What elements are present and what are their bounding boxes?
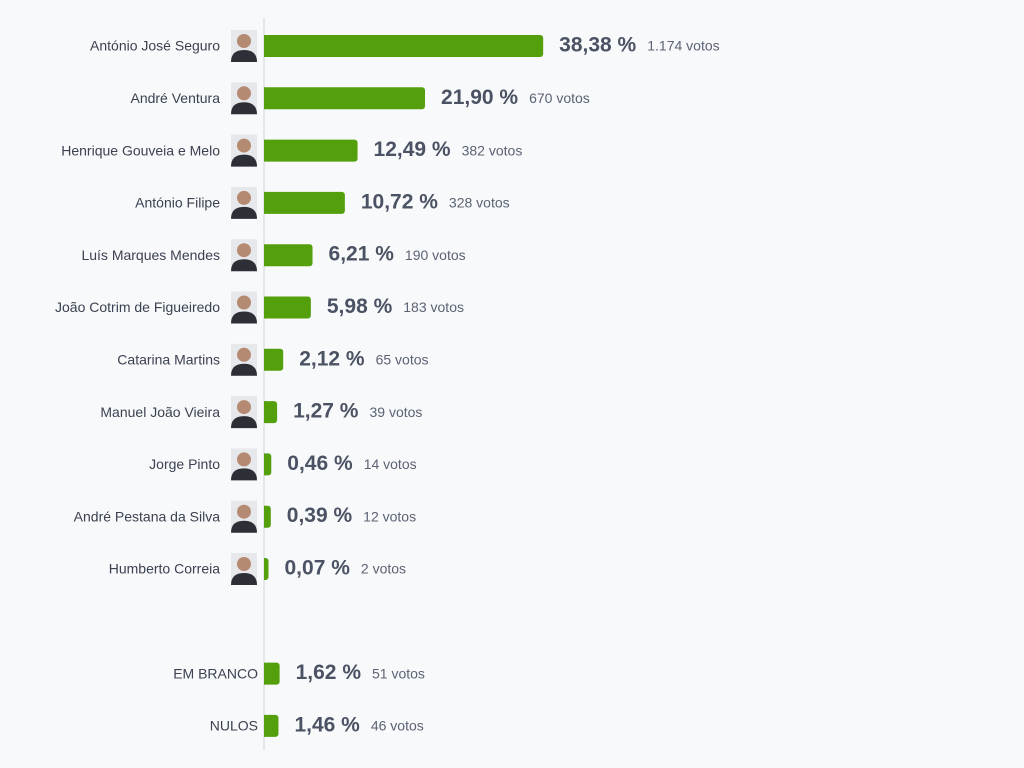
candidate-photo xyxy=(231,500,257,533)
votes-label: 39 votos xyxy=(369,404,422,420)
percent-label: 12,49 % xyxy=(374,138,451,161)
photo-head xyxy=(237,452,251,467)
bar xyxy=(264,714,279,737)
votes-label: 382 votos xyxy=(462,142,523,158)
percent-label: 5,98 % xyxy=(327,295,393,318)
photo-body xyxy=(231,416,257,429)
photo-body xyxy=(231,573,257,585)
photo-body xyxy=(231,520,257,533)
votes-label: 46 votos xyxy=(371,718,424,734)
category-label: António Filipe xyxy=(135,195,220,211)
candidate-photo xyxy=(231,343,257,376)
photo-head xyxy=(237,138,251,153)
category-label: Manuel João Vieira xyxy=(100,404,220,420)
photo-head xyxy=(237,34,251,48)
candidate-photo xyxy=(231,291,257,324)
photo-head xyxy=(237,504,251,519)
votes-label: 2 votos xyxy=(361,561,406,577)
photo-head xyxy=(237,190,251,205)
photo-head xyxy=(237,400,251,415)
category-label: EM BRANCO xyxy=(173,665,258,681)
candidate-photo xyxy=(231,186,257,219)
photo-body xyxy=(231,206,257,219)
category-label: João Cotrim de Figueiredo xyxy=(55,299,220,315)
bar xyxy=(264,191,345,214)
votes-label: 183 votos xyxy=(403,299,464,315)
votes-label: 670 votos xyxy=(529,90,590,106)
bar xyxy=(264,505,271,528)
percent-label: 1,62 % xyxy=(296,661,362,684)
candidate-photo xyxy=(231,396,257,429)
percent-label: 21,90 % xyxy=(441,86,518,109)
percent-label: 0,07 % xyxy=(285,557,351,580)
candidate-photo xyxy=(231,448,257,481)
category-label: NULOS xyxy=(210,718,258,734)
category-label: António José Seguro xyxy=(90,38,220,54)
percent-label: 38,38 % xyxy=(559,34,636,57)
votes-label: 51 votos xyxy=(372,665,425,681)
category-label: André Pestana da Silva xyxy=(74,508,221,524)
photo-body xyxy=(231,468,257,481)
candidate-photo xyxy=(231,553,257,585)
photo-body xyxy=(231,311,257,324)
bar xyxy=(264,348,284,371)
photo-head xyxy=(237,557,251,571)
photo-body xyxy=(231,363,257,376)
category-label: Jorge Pinto xyxy=(149,456,220,472)
bar xyxy=(264,558,269,580)
bar xyxy=(264,453,272,476)
photo-head xyxy=(237,86,251,101)
percent-label: 1,27 % xyxy=(293,400,359,423)
photo-body xyxy=(231,50,257,62)
votes-label: 14 votos xyxy=(364,456,417,472)
candidate-photo xyxy=(231,239,257,272)
category-label: André Ventura xyxy=(130,90,220,106)
photo-head xyxy=(237,347,251,362)
category-label: Henrique Gouveia e Melo xyxy=(61,142,220,158)
bar xyxy=(264,87,426,110)
photo-head xyxy=(237,295,251,310)
category-label: Luís Marques Mendes xyxy=(81,247,220,263)
percent-label: 2,12 % xyxy=(299,347,365,370)
candidate-photo xyxy=(231,30,257,62)
photo-head xyxy=(237,243,251,258)
photo-body xyxy=(231,102,257,115)
candidate-photo xyxy=(231,82,257,115)
votes-label: 328 votos xyxy=(449,195,510,211)
category-label: Catarina Martins xyxy=(117,352,220,368)
bar xyxy=(264,244,313,267)
percent-label: 1,46 % xyxy=(294,713,360,736)
category-label: Humberto Correia xyxy=(109,561,220,577)
percent-label: 10,72 % xyxy=(361,190,438,213)
candidate-photo xyxy=(231,134,257,167)
votes-label: 190 votos xyxy=(405,247,466,263)
bar xyxy=(263,35,544,57)
percent-label: 6,21 % xyxy=(329,243,395,266)
votes-label: 1.174 votos xyxy=(647,38,719,54)
votes-label: 12 votos xyxy=(363,508,416,524)
photo-body xyxy=(231,154,257,167)
percent-label: 0,46 % xyxy=(287,452,353,475)
bar xyxy=(264,401,278,424)
votes-label: 65 votos xyxy=(376,352,429,368)
bar xyxy=(264,296,311,319)
percent-label: 0,39 % xyxy=(287,504,353,527)
bar xyxy=(264,139,358,162)
photo-body xyxy=(231,259,257,272)
bar xyxy=(264,662,280,685)
